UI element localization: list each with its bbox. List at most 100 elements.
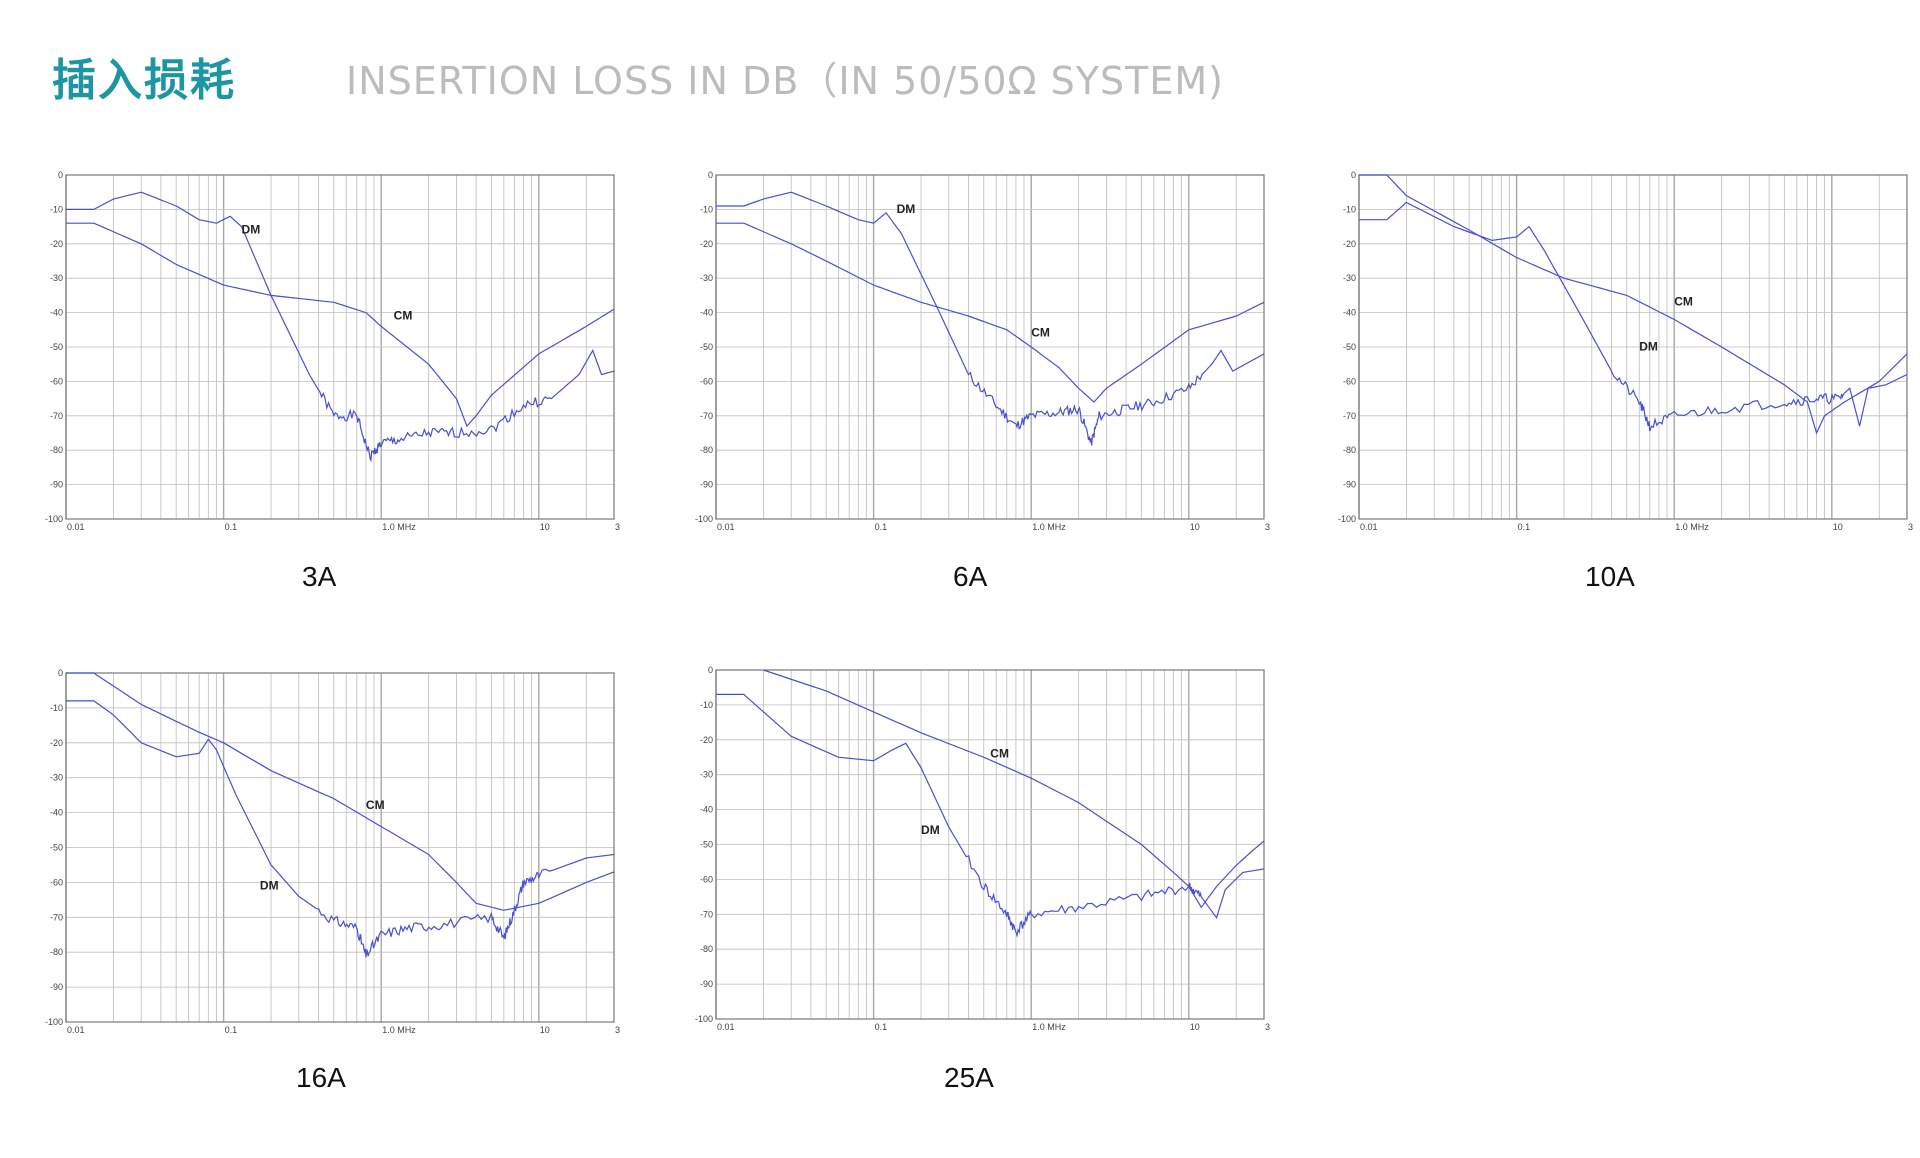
series-label-cm: CM (1674, 295, 1693, 309)
y-tick-label: -40 (700, 805, 713, 815)
x-tick-label: 30 (1265, 1022, 1270, 1032)
chart-caption: 16A (296, 1062, 346, 1093)
x-tick-label: 30 (1265, 522, 1270, 532)
series-label-dm: DM (1639, 339, 1658, 353)
y-tick-label: -70 (1343, 411, 1356, 421)
y-tick-label: -40 (700, 308, 713, 318)
y-tick-label: -10 (700, 204, 713, 214)
y-tick-label: -30 (1343, 273, 1356, 283)
x-tick-label: 0.1 (225, 1025, 238, 1035)
y-tick-label: -100 (45, 514, 63, 524)
chart-panel-6a: 0 -10 -20 -30 -40 -50 -60 -70 -80 -90 -100 0.01 0.1 1… (680, 165, 1270, 595)
y-tick-label: -60 (700, 874, 713, 884)
y-tick-label: 0 (708, 665, 713, 675)
plot-frame (715, 174, 1265, 520)
series-label-dm: DM (242, 222, 261, 236)
chart-svg: 0 -10 -20 -30 -40 -50 -60 -70 -80 -90 -100 0.01 0.1 1… (695, 170, 1270, 532)
y-tick-label: -70 (700, 411, 713, 421)
series-line-dm (66, 700, 615, 958)
plot-frame (1358, 174, 1908, 520)
y-tick-label: -50 (1343, 342, 1356, 352)
plot-frame (715, 669, 1265, 1020)
chart-caption: 3A (302, 561, 337, 592)
y-tick-label: -10 (50, 703, 63, 713)
chart-caption: 25A (944, 1062, 994, 1093)
chart-panel-25a: 0 -10 -20 -30 -40 -50 -60 -70 -80 -90 -100 0.01 0.1 1… (680, 660, 1270, 1110)
x-tick-label: 10 (540, 1025, 550, 1035)
y-tick-label: -20 (1343, 239, 1356, 249)
y-tick-label: -50 (700, 342, 713, 352)
y-tick-label: -20 (700, 239, 713, 249)
y-tick-label: -100 (695, 1014, 713, 1024)
y-tick-label: -30 (700, 770, 713, 780)
chart-panel-3a: 0 -10 -20 -30 -40 -50 -60 -70 -80 -90 -100 0.01 0.1 1… (30, 165, 620, 595)
y-tick-label: 0 (58, 668, 63, 678)
series-line-cm (1359, 174, 1908, 435)
y-tick-label: -90 (700, 480, 713, 490)
x-tick-label: 0.1 (1518, 522, 1531, 532)
series-label-cm: CM (1031, 326, 1050, 340)
chart-svg: 0 -10 -20 -30 -40 -50 -60 -70 -80 -90 -100 0.01 0.1 1… (695, 665, 1270, 1032)
y-tick-label: -30 (700, 273, 713, 283)
x-tick-label: 0.01 (717, 1022, 735, 1032)
x-tick-label: 1.0 MHz (1675, 522, 1709, 532)
grid (65, 174, 615, 520)
y-tick-label: -70 (50, 912, 63, 922)
chart-panel-10a: 0 -10 -20 -30 -40 -50 -60 -70 -80 -90 -100 0.01 0.1 1… (1323, 165, 1913, 595)
page-title: 插入损耗 (52, 55, 236, 106)
x-tick-label: 10 (540, 522, 550, 532)
x-tick-label: 0.1 (225, 522, 238, 532)
x-tick-label: 30 (615, 1025, 620, 1035)
series-line-cm (66, 672, 615, 911)
y-tick-label: -20 (700, 735, 713, 745)
y-tick-label: -70 (50, 411, 63, 421)
y-tick-label: -80 (50, 947, 63, 957)
y-tick-label: -50 (700, 840, 713, 850)
series-line-cm (716, 222, 1265, 403)
series-label-cm: CM (990, 746, 1009, 760)
y-tick-label: -60 (50, 376, 63, 386)
chart-svg: 0 -10 -20 -30 -40 -50 -60 -70 -80 -90 -100 0.01 0.1 1… (45, 668, 620, 1035)
x-tick-label: 10 (1833, 522, 1843, 532)
x-tick-label: 1.0 MHz (1032, 522, 1066, 532)
y-tick-label: -10 (1343, 204, 1356, 214)
y-tick-label: -20 (50, 738, 63, 748)
plot-frame (65, 174, 615, 520)
series-line-dm (1359, 201, 1908, 432)
series-label-dm: DM (897, 202, 916, 216)
series-label-dm: DM (260, 878, 279, 892)
y-tick-label: -90 (1343, 480, 1356, 490)
y-tick-label: -60 (50, 877, 63, 887)
chart-panel-16a: 0 -10 -20 -30 -40 -50 -60 -70 -80 -90 -100 0.01 0.1 1… (30, 663, 620, 1113)
y-tick-label: -40 (50, 308, 63, 318)
y-tick-label: -60 (1343, 376, 1356, 386)
x-tick-label: 10 (1190, 1022, 1200, 1032)
y-tick-label: -100 (45, 1017, 63, 1027)
series-label-cm: CM (366, 798, 385, 812)
y-tick-label: -30 (50, 773, 63, 783)
series-label-cm: CM (394, 308, 413, 322)
y-tick-label: -50 (50, 342, 63, 352)
x-tick-label: 1.0 MHz (1032, 1022, 1066, 1032)
y-tick-label: -50 (50, 843, 63, 853)
y-tick-label: -100 (695, 514, 713, 524)
x-tick-label: 10 (1190, 522, 1200, 532)
series-label-dm: DM (921, 823, 940, 837)
x-tick-label: 1.0 MHz (382, 522, 416, 532)
page-subtitle: INSERTION LOSS IN DB（IN 50/50Ω SYSTEM) (346, 59, 1224, 103)
series-line-cm (66, 222, 615, 428)
y-tick-label: -40 (50, 808, 63, 818)
y-tick-label: -80 (50, 445, 63, 455)
series-line-dm (716, 191, 1265, 446)
y-tick-label: -100 (1338, 514, 1356, 524)
y-tick-label: -30 (50, 273, 63, 283)
y-tick-label: 0 (58, 170, 63, 180)
x-tick-label: 30 (1908, 522, 1913, 532)
chart-caption: 10A (1585, 561, 1635, 592)
y-tick-label: -20 (50, 239, 63, 249)
x-tick-label: 0.01 (67, 1025, 85, 1035)
chart-svg: 0 -10 -20 -30 -40 -50 -60 -70 -80 -90 -100 0.01 0.1 1… (45, 170, 620, 532)
y-tick-label: -10 (50, 204, 63, 214)
series-line-cm (763, 669, 1265, 909)
chart-svg: 0 -10 -20 -30 -40 -50 -60 -70 -80 -90 -100 0.01 0.1 1… (1338, 170, 1913, 532)
